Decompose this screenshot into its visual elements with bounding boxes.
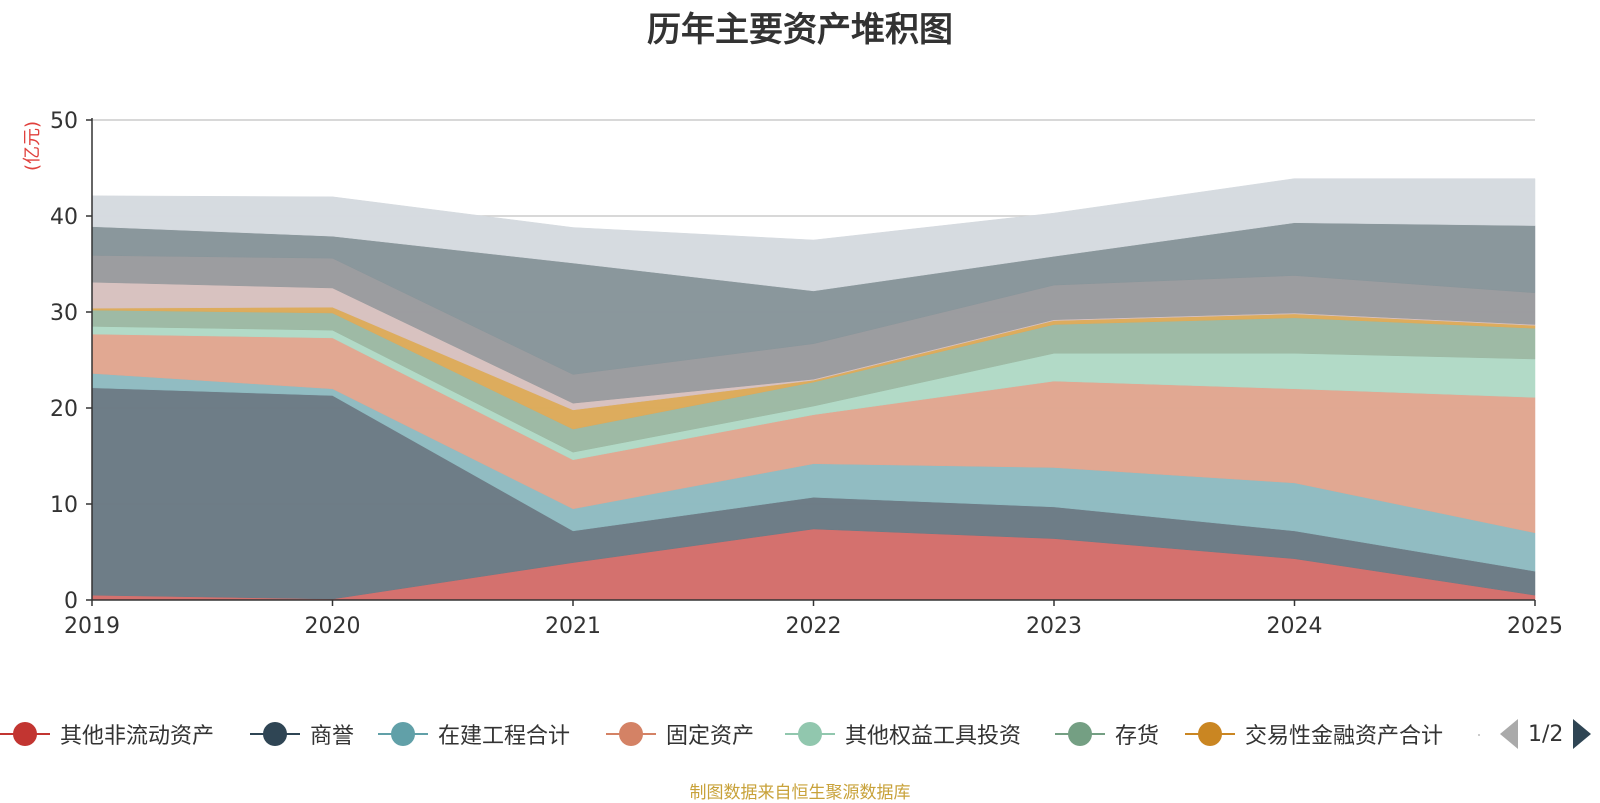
legend-label: 商誉 (310, 724, 355, 749)
legend-overflow-dot (1478, 734, 1480, 736)
y-tick-label: 50 (50, 109, 78, 134)
legend-item-3[interactable]: 固定资产 (606, 714, 754, 754)
legend: 其他非流动资产 商誉 在建工程合计 固定资产 其他权益工具投资 存货 交易性金融资产合计 (0, 714, 1600, 754)
legend-next-page-icon[interactable] (1573, 719, 1592, 749)
y-tick-label: 10 (50, 493, 78, 518)
x-tick-label: 2021 (545, 614, 601, 639)
legend-page-indicator: 1/2 (1528, 721, 1564, 747)
legend-marker-icon (1185, 722, 1235, 746)
legend-label: 固定资产 (666, 724, 755, 749)
x-tick-label: 2020 (305, 614, 361, 639)
legend-item-5[interactable]: 存货 (1055, 714, 1159, 754)
area-series (91, 178, 1536, 601)
legend-marker-icon (250, 722, 300, 746)
legend-label: 存货 (1115, 724, 1160, 749)
x-tick-label: 2023 (1026, 614, 1082, 639)
area-series-10[interactable] (91, 178, 1536, 292)
x-tick-label: 2024 (1267, 614, 1323, 639)
legend-marker-icon (378, 722, 428, 746)
y-tick-label: 30 (50, 301, 78, 326)
legend-pager: 1/2 (1500, 714, 1592, 754)
source-note: 制图数据来自恒生聚源数据库 (689, 783, 911, 803)
chart-title: 历年主要资产堆积图 (647, 10, 953, 50)
legend-prev-page-icon[interactable] (1500, 719, 1518, 749)
y-axis-unit-label: (亿元) (22, 121, 43, 171)
legend-marker-icon (606, 722, 656, 746)
y-tick-label: 20 (50, 397, 78, 422)
legend-item-4[interactable]: 其他权益工具投资 (785, 714, 1021, 754)
x-tick-label: 2025 (1507, 614, 1563, 639)
legend-label: 交易性金融资产合计 (1245, 724, 1444, 749)
legend-marker-icon (0, 722, 50, 746)
legend-item-6[interactable]: 交易性金融资产合计 (1185, 714, 1443, 754)
legend-item-0[interactable]: 其他非流动资产 (0, 714, 214, 754)
legend-item-1[interactable]: 商誉 (250, 714, 354, 754)
legend-label: 其他非流动资产 (60, 724, 215, 749)
legend-marker-icon (1055, 722, 1105, 746)
y-tick-label: 0 (64, 589, 78, 614)
legend-item-2[interactable]: 在建工程合计 (378, 714, 570, 754)
x-tick-label: 2022 (786, 614, 842, 639)
legend-label: 在建工程合计 (438, 724, 571, 749)
x-tick-label: 2019 (64, 614, 120, 639)
axes: 0 10 20 30 40 50 2019 2020 2021 2022 2023 2024 2025 (50, 109, 1563, 639)
legend-marker-icon (785, 722, 835, 746)
legend-label: 其他权益工具投资 (845, 724, 1022, 749)
y-tick-label: 40 (50, 205, 78, 230)
